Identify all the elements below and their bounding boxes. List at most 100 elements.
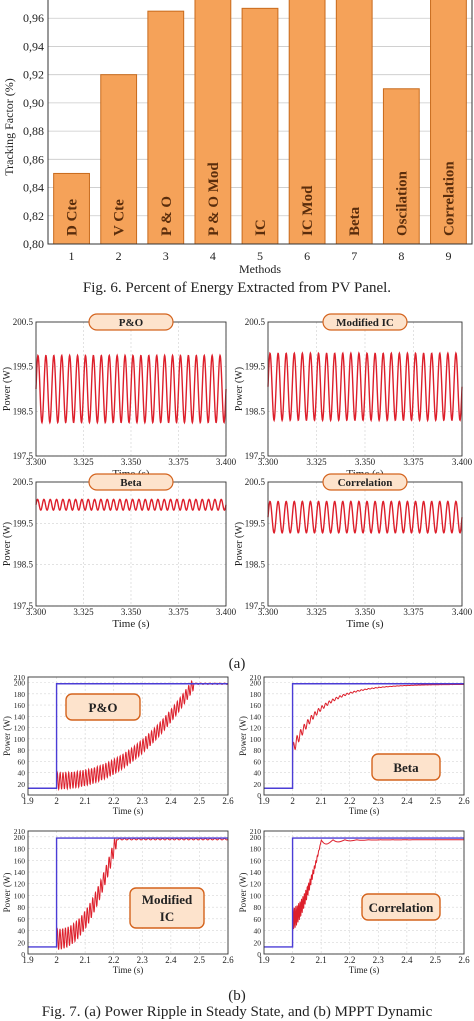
x-tick-label: 2.6 [222,796,234,806]
x-tick-label: 5 [257,249,263,263]
x-axis-label: Time (s) [349,965,379,975]
bar [382,88,420,245]
power-response-line [264,838,464,948]
y-tick-label: 160 [250,856,262,865]
y-tick-label: 60 [18,757,26,766]
y-axis-label: Power (W) [2,873,12,913]
y-axis-label: Tracking Factor (%) [2,78,16,176]
x-tick-label: 2.4 [165,955,177,965]
bar [241,7,279,245]
y-tick-label: 200 [250,833,262,842]
x-tick-label: 3.375 [168,607,189,617]
power-series-line [267,351,463,423]
y-tick-label: 100 [250,735,262,744]
x-tick-label: 2.5 [430,796,442,806]
y-tick-label: 20 [18,938,26,947]
x-tick-label: 2.6 [222,955,234,965]
y-tick-label: 0,94 [23,39,44,53]
y-tick-label: 197.5 [13,451,34,461]
steady-state-chart-beta: 197.5 198.5 199.5 200.5 3.300 3.325 3.350 3.375… [2,473,237,630]
x-tick-label: 2 [54,796,59,806]
bar [53,172,90,245]
x-tick-label: 2.3 [137,955,149,965]
y-tick-label: 120 [250,724,262,733]
y-tick-label: 140 [14,712,26,721]
title-badge [371,753,441,781]
bar [430,0,467,245]
x-tick-label: 2.4 [401,955,413,965]
plot-frame [27,830,229,955]
y-tick-label: 198.5 [245,560,266,570]
y-tick-label: 197.5 [245,451,266,461]
y-tick-label: 200 [14,833,26,842]
y-tick-label: 60 [254,757,262,766]
x-axis-label: Time (s) [113,806,143,816]
x-tick-label: 3 [163,249,169,263]
y-tick-label: 199.5 [245,518,266,528]
bar-label: IC Mod [300,185,316,236]
bar-label: P & O [159,196,175,236]
y-tick-label: 200.5 [13,477,34,487]
y-tick-label: 20 [254,938,262,947]
chart-title: P&O [89,700,118,715]
x-axis-label: Time (s) [346,618,384,630]
x-tick-label: 3.325 [73,607,94,617]
y-tick-label: 40 [18,927,26,936]
subfigure-a-label: (a) [228,656,246,672]
y-tick-label: 20 [18,780,26,789]
x-tick-label: 2.1 [316,955,327,965]
bar-label: Correlation [441,161,457,236]
y-tick-label: 0 [21,791,25,800]
plot-frame [263,676,465,796]
reference-step-line [28,837,228,948]
bar-label: IC [253,219,269,236]
y-axis-label: Power (W) [2,367,13,411]
y-tick-label: 210 [250,673,262,682]
bar-label: Oscilation [394,170,410,236]
y-tick-label: 198.5 [13,560,34,570]
x-tick-label: 2.2 [344,796,355,806]
y-tick-label: 198.5 [245,406,266,416]
power-response-line [28,837,229,950]
x-tick-label: 2.2 [344,955,355,965]
y-tick-label: 0 [257,791,261,800]
x-tick-label: 3.350 [355,607,376,617]
x-tick-label: 2 [290,955,295,965]
y-tick-label: 160 [250,701,262,710]
x-axis-label: Methods [239,262,281,276]
y-tick-label: 80 [18,903,26,912]
y-tick-label: 40 [254,769,262,778]
chart-title: Beta [120,477,142,489]
y-tick-label: 0,80 [23,237,44,251]
x-tick-label: 2.5 [194,796,206,806]
y-tick-label: 180 [250,690,262,699]
power-response-line [264,683,464,789]
x-tick-label: 2.1 [80,955,91,965]
title-badge [322,473,408,491]
subfigure-b-label: (b) [228,988,246,1004]
bar-label: P & O Mod [206,162,222,236]
x-tick-label: 2.4 [401,796,413,806]
y-axis-label: Power (W) [234,522,245,566]
y-tick-label: 200.5 [245,477,266,487]
x-tick-label: 3.400 [452,607,473,617]
y-tick-label: 60 [18,915,26,924]
title-badge [65,693,141,721]
x-tick-label: 3.375 [168,457,189,467]
y-tick-label: 197.5 [13,601,34,611]
y-tick-label: 210 [250,827,262,836]
y-tick-label: 100 [14,735,26,744]
y-tick-label: 160 [14,701,26,710]
x-tick-label: 3.350 [355,457,376,467]
power-series-line [267,500,463,534]
x-tick-label: 8 [398,249,404,263]
y-tick-label: 198.5 [13,406,34,416]
title-badge [361,893,441,921]
reference-step-line [264,683,464,789]
x-tick-label: 2.3 [137,796,149,806]
x-tick-label: 1.9 [22,955,34,965]
y-tick-label: 120 [14,724,26,733]
y-tick-label: 140 [14,868,26,877]
